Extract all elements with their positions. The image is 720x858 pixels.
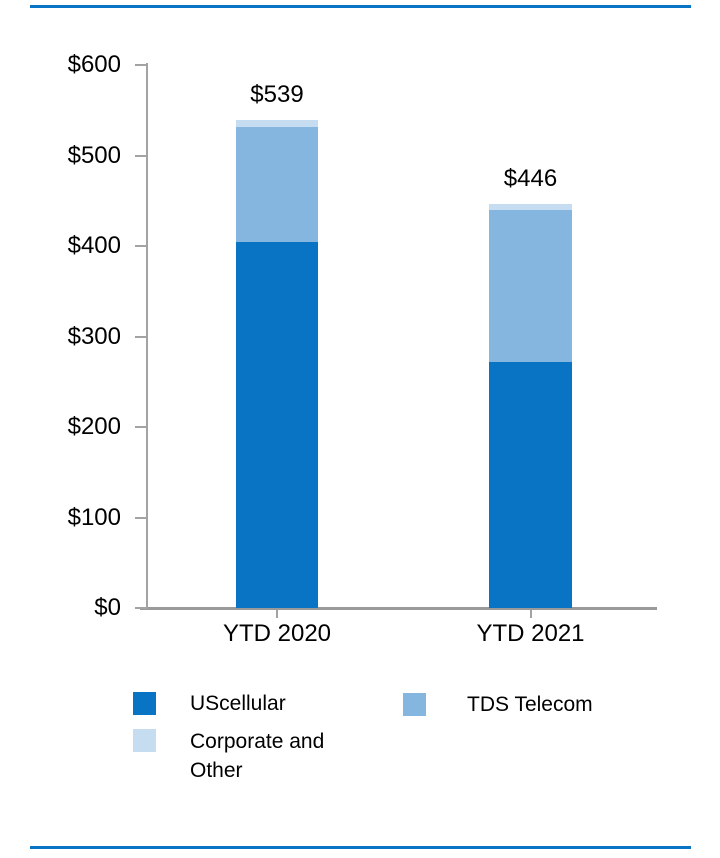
stacked-bar-ytd-2021 [489, 204, 572, 608]
legend-swatch-corporate-and-other [133, 729, 156, 752]
y-tick-label: $200 [67, 413, 121, 440]
y-tick-label: $400 [67, 232, 121, 259]
y-tick-mark [135, 154, 148, 157]
y-tick-label: $300 [67, 322, 121, 350]
y-tick-label: $600 [67, 51, 121, 78]
legend-label-tds-telecom: TDS Telecom [467, 693, 593, 716]
bar-segment-tds-telecom [236, 127, 318, 243]
x-category-label: YTD 2020 [222, 620, 332, 647]
y-tick-mark [135, 64, 148, 66]
bar-segment-corporate-and-other [236, 120, 318, 128]
legend-swatch-tds-telecom [403, 693, 426, 716]
x-category-label: YTD 2021 [476, 620, 585, 647]
y-tick-label: $500 [67, 141, 121, 169]
bar-segment-tds-telecom [489, 209, 572, 362]
y-tick-mark [135, 426, 148, 428]
bar-total-label: $446 [503, 165, 558, 193]
y-tick-mark [135, 607, 148, 609]
y-tick-mark [135, 516, 148, 519]
bar-total-label: $539 [250, 81, 304, 109]
y-tick-label: $100 [67, 503, 121, 531]
y-tick-mark [135, 245, 148, 247]
x-axis-line [140, 607, 657, 610]
bar-segment-corporate-and-other [489, 204, 572, 210]
bottom-rule [30, 846, 691, 849]
bar-segment-uscellular [489, 361, 572, 608]
y-tick-mark [135, 335, 148, 338]
x-tick-mark [276, 610, 278, 618]
stacked-bar-ytd-2020 [236, 120, 318, 608]
top-rule [30, 5, 691, 8]
bar-segment-uscellular [236, 242, 318, 608]
x-tick-mark [529, 610, 532, 618]
legend-label-corporate-and-other: Corporate and Other [190, 730, 325, 782]
y-tick-label: $0 [94, 594, 121, 621]
legend-swatch-uscellular [133, 692, 156, 715]
legend-label-uscellular: UScellular [190, 692, 286, 715]
